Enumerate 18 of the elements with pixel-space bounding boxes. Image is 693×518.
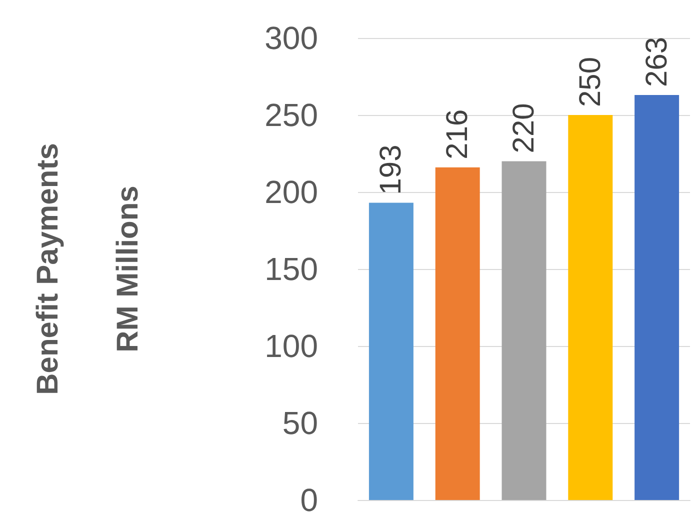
- bar: [368, 202, 414, 500]
- bar: [568, 115, 613, 500]
- y-tick-label: 50: [282, 405, 318, 441]
- bar: [502, 161, 546, 500]
- y-tick-label: 200: [264, 174, 318, 210]
- y-tick-label: 250: [264, 97, 318, 133]
- data-label: 220: [508, 103, 540, 154]
- y-tick-label: 0: [300, 482, 318, 518]
- bar: [634, 94, 680, 500]
- data-label: 250: [574, 56, 607, 107]
- y-tick-label: 100: [264, 328, 318, 364]
- y-tick-label: 150: [264, 251, 318, 287]
- data-label: 216: [441, 109, 474, 160]
- data-label: 193: [374, 144, 408, 195]
- text: Benefit Payments RM Millions: [32, 143, 144, 395]
- data-label: 263: [640, 36, 674, 87]
- y-tick-label: 300: [264, 20, 318, 56]
- bar: [435, 167, 480, 500]
